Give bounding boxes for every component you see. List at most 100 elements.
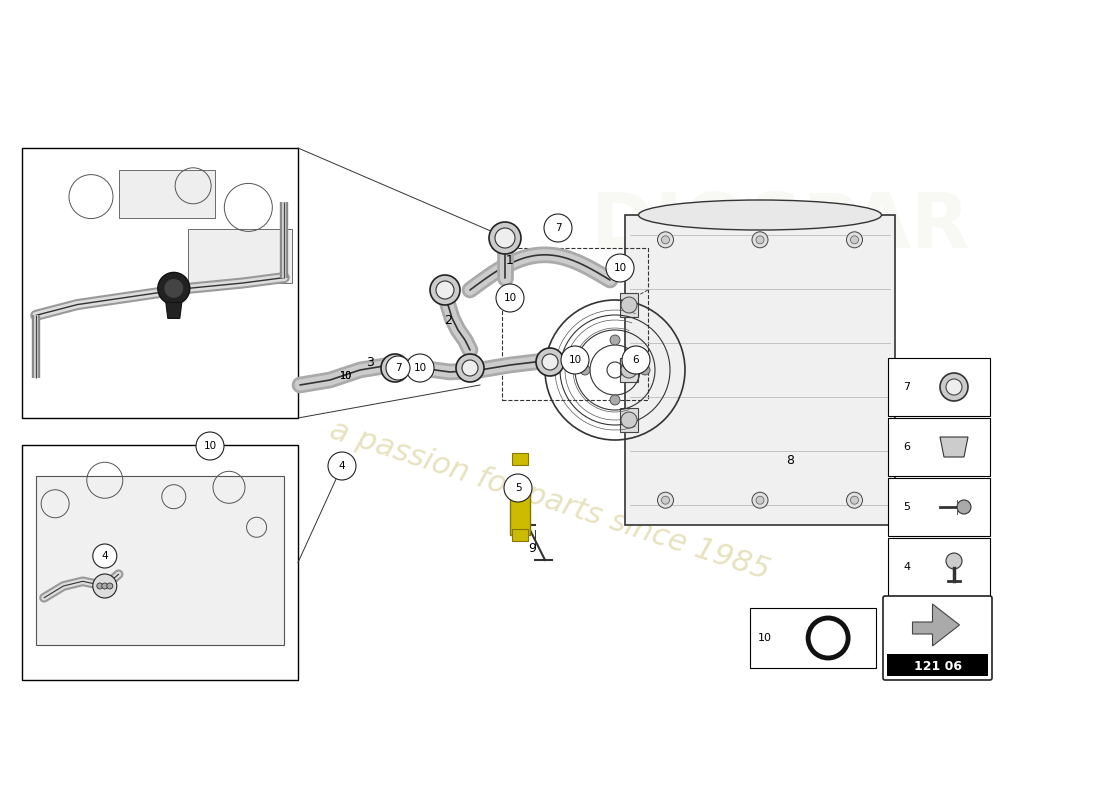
Circle shape [436,281,454,299]
Text: 7: 7 [554,223,561,233]
Text: 10: 10 [614,263,627,273]
Circle shape [462,360,478,376]
Text: 121 06: 121 06 [913,661,961,674]
Circle shape [536,348,564,376]
Circle shape [107,583,113,589]
Circle shape [752,232,768,248]
Circle shape [658,232,673,248]
Circle shape [946,379,962,395]
Circle shape [621,362,637,378]
Circle shape [610,395,620,405]
Circle shape [430,275,460,305]
Circle shape [542,354,558,370]
Bar [620,293,638,317]
Bar [22,148,298,418]
Text: 7: 7 [903,382,910,392]
Text: 8: 8 [786,454,794,466]
Bar [188,229,293,283]
Circle shape [957,500,971,514]
Circle shape [756,236,764,244]
Circle shape [606,254,634,282]
Polygon shape [166,302,182,318]
Circle shape [496,284,524,312]
Bar [888,478,990,536]
Circle shape [504,474,532,502]
Circle shape [580,365,590,375]
Text: 7: 7 [395,363,402,373]
Circle shape [752,492,768,508]
Bar [502,248,648,400]
Bar [888,418,990,476]
Bar [22,445,298,680]
Text: 5: 5 [903,502,910,512]
Text: 4: 4 [903,562,910,572]
Text: 1: 1 [506,254,514,266]
Circle shape [946,553,962,569]
FancyBboxPatch shape [512,453,528,465]
Text: a passion for parts since 1985: a passion for parts since 1985 [327,415,773,585]
Circle shape [544,214,572,242]
Bar [888,358,990,416]
Circle shape [940,373,968,401]
Polygon shape [913,604,959,646]
Circle shape [658,492,673,508]
Text: 10: 10 [340,371,352,381]
FancyBboxPatch shape [510,485,530,535]
Text: 10: 10 [340,371,352,381]
Circle shape [102,583,108,589]
Bar [888,538,990,596]
Circle shape [97,583,102,589]
Text: 3: 3 [366,355,374,369]
Text: DIOSPAR
TOS: DIOSPAR TOS [591,190,969,350]
Circle shape [847,232,862,248]
Circle shape [756,496,764,504]
Circle shape [661,496,670,504]
Text: 10: 10 [504,293,517,303]
Bar [119,170,216,218]
Text: 6: 6 [632,355,639,365]
Circle shape [850,236,858,244]
Text: 10: 10 [758,633,772,643]
Circle shape [456,354,484,382]
Circle shape [92,544,117,568]
Bar [620,358,638,382]
Text: 4: 4 [339,461,345,471]
Polygon shape [940,437,968,457]
Circle shape [406,354,434,382]
Circle shape [196,432,224,460]
Text: 10: 10 [569,355,582,365]
Circle shape [386,356,410,380]
Text: 9: 9 [528,542,536,554]
Circle shape [621,346,650,374]
Text: 2: 2 [444,314,452,326]
Bar [620,408,638,432]
Circle shape [490,222,521,254]
Circle shape [164,278,184,298]
Circle shape [387,360,403,376]
Text: 5: 5 [515,483,521,493]
Circle shape [92,574,117,598]
Circle shape [328,452,356,480]
Text: 10: 10 [204,441,217,451]
Bar [887,654,988,676]
Ellipse shape [638,200,881,230]
Text: 10: 10 [414,363,427,373]
Circle shape [561,346,588,374]
Bar [750,608,876,668]
FancyBboxPatch shape [883,596,992,680]
Circle shape [661,236,670,244]
Circle shape [157,272,190,304]
Circle shape [610,335,620,345]
Circle shape [640,365,650,375]
Circle shape [381,354,409,382]
Circle shape [621,412,637,428]
Circle shape [850,496,858,504]
Bar [36,475,284,645]
Text: 6: 6 [903,442,910,452]
Circle shape [621,297,637,313]
Circle shape [514,489,526,501]
Bar [625,215,895,525]
FancyBboxPatch shape [512,529,528,541]
Circle shape [495,228,515,248]
Circle shape [847,492,862,508]
